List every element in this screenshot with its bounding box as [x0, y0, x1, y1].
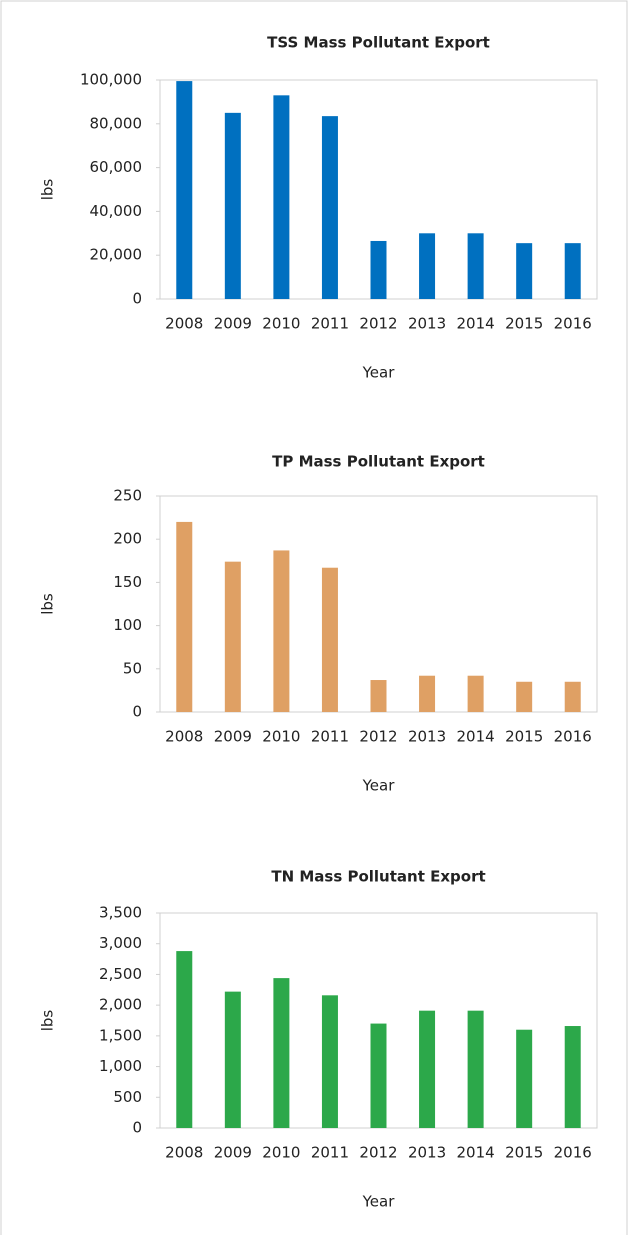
y-tick-label: 200 [113, 530, 142, 548]
x-tick-label: 2011 [311, 315, 349, 333]
bar [176, 521, 193, 712]
bar [419, 1010, 436, 1128]
x-axis-label: Year [362, 777, 396, 795]
x-tick-label: 2009 [214, 1144, 252, 1162]
y-tick-label: 2,500 [99, 965, 142, 983]
x-tick-label: 2013 [408, 728, 446, 746]
bar [516, 681, 533, 712]
bar [321, 567, 338, 712]
x-tick-label: 2008 [165, 315, 203, 333]
x-tick-label: 2010 [262, 1144, 300, 1162]
y-axis-label: lbs [39, 1010, 57, 1032]
y-tick-label: 250 [113, 487, 142, 505]
x-tick-label: 2012 [359, 315, 397, 333]
x-tick-label: 2008 [165, 728, 203, 746]
x-tick-label: 2015 [505, 315, 543, 333]
bar [176, 951, 193, 1128]
x-tick-label: 2010 [262, 728, 300, 746]
x-tick-label: 2011 [311, 728, 349, 746]
bar [467, 1010, 484, 1128]
x-tick-label: 2015 [505, 1144, 543, 1162]
y-tick-label: 1,000 [99, 1057, 142, 1075]
x-tick-label: 2014 [457, 728, 495, 746]
x-tick-label: 2014 [457, 315, 495, 333]
bar [370, 680, 387, 712]
x-tick-label: 2014 [457, 1144, 495, 1162]
bar [516, 1029, 533, 1128]
y-tick-label: 0 [132, 703, 142, 721]
bar [564, 1026, 581, 1128]
bar [224, 561, 241, 712]
x-axis-label: Year [362, 364, 396, 382]
x-tick-label: 2016 [554, 1144, 592, 1162]
bar [273, 550, 290, 712]
bar [516, 243, 533, 299]
y-tick-label: 150 [113, 573, 142, 591]
x-tick-label: 2013 [408, 315, 446, 333]
y-tick-label: 100 [113, 616, 142, 634]
chart-title: TSS Mass Pollutant Export [267, 34, 490, 52]
chart-title: TN Mass Pollutant Export [271, 868, 485, 886]
y-axis-label: lbs [39, 179, 57, 201]
y-tick-label: 60,000 [90, 158, 143, 176]
bar [370, 240, 387, 299]
bar [419, 233, 436, 299]
chart-title: TP Mass Pollutant Export [272, 453, 485, 471]
y-tick-label: 0 [132, 290, 142, 308]
x-tick-label: 2009 [214, 315, 252, 333]
y-tick-label: 500 [113, 1088, 142, 1106]
x-tick-label: 2009 [214, 728, 252, 746]
y-tick-label: 2,000 [99, 996, 142, 1014]
x-tick-label: 2016 [554, 728, 592, 746]
x-tick-label: 2015 [505, 728, 543, 746]
bar [176, 81, 193, 299]
y-tick-label: 20,000 [90, 246, 143, 264]
y-tick-label: 3,500 [99, 904, 142, 922]
bar [564, 243, 581, 299]
bar [224, 112, 241, 299]
x-tick-label: 2010 [262, 315, 300, 333]
bar [419, 675, 436, 712]
x-tick-label: 2012 [359, 1144, 397, 1162]
bar [564, 681, 581, 712]
bar [321, 116, 338, 299]
bar [370, 1023, 387, 1128]
y-tick-label: 80,000 [90, 114, 143, 132]
y-tick-label: 40,000 [90, 202, 143, 220]
y-tick-label: 0 [132, 1119, 142, 1137]
bar [467, 233, 484, 299]
bar [273, 978, 290, 1128]
x-tick-label: 2008 [165, 1144, 203, 1162]
bar [224, 991, 241, 1128]
x-tick-label: 2011 [311, 1144, 349, 1162]
y-axis-label: lbs [39, 593, 57, 615]
bar [467, 675, 484, 712]
y-tick-label: 50 [123, 659, 142, 677]
x-tick-label: 2012 [359, 728, 397, 746]
bar [321, 995, 338, 1128]
bar [273, 95, 290, 299]
x-axis-label: Year [362, 1193, 396, 1211]
y-tick-label: 3,000 [99, 934, 142, 952]
x-tick-label: 2013 [408, 1144, 446, 1162]
y-tick-label: 1,500 [99, 1026, 142, 1044]
x-tick-label: 2016 [554, 315, 592, 333]
y-tick-label: 100,000 [80, 71, 142, 89]
